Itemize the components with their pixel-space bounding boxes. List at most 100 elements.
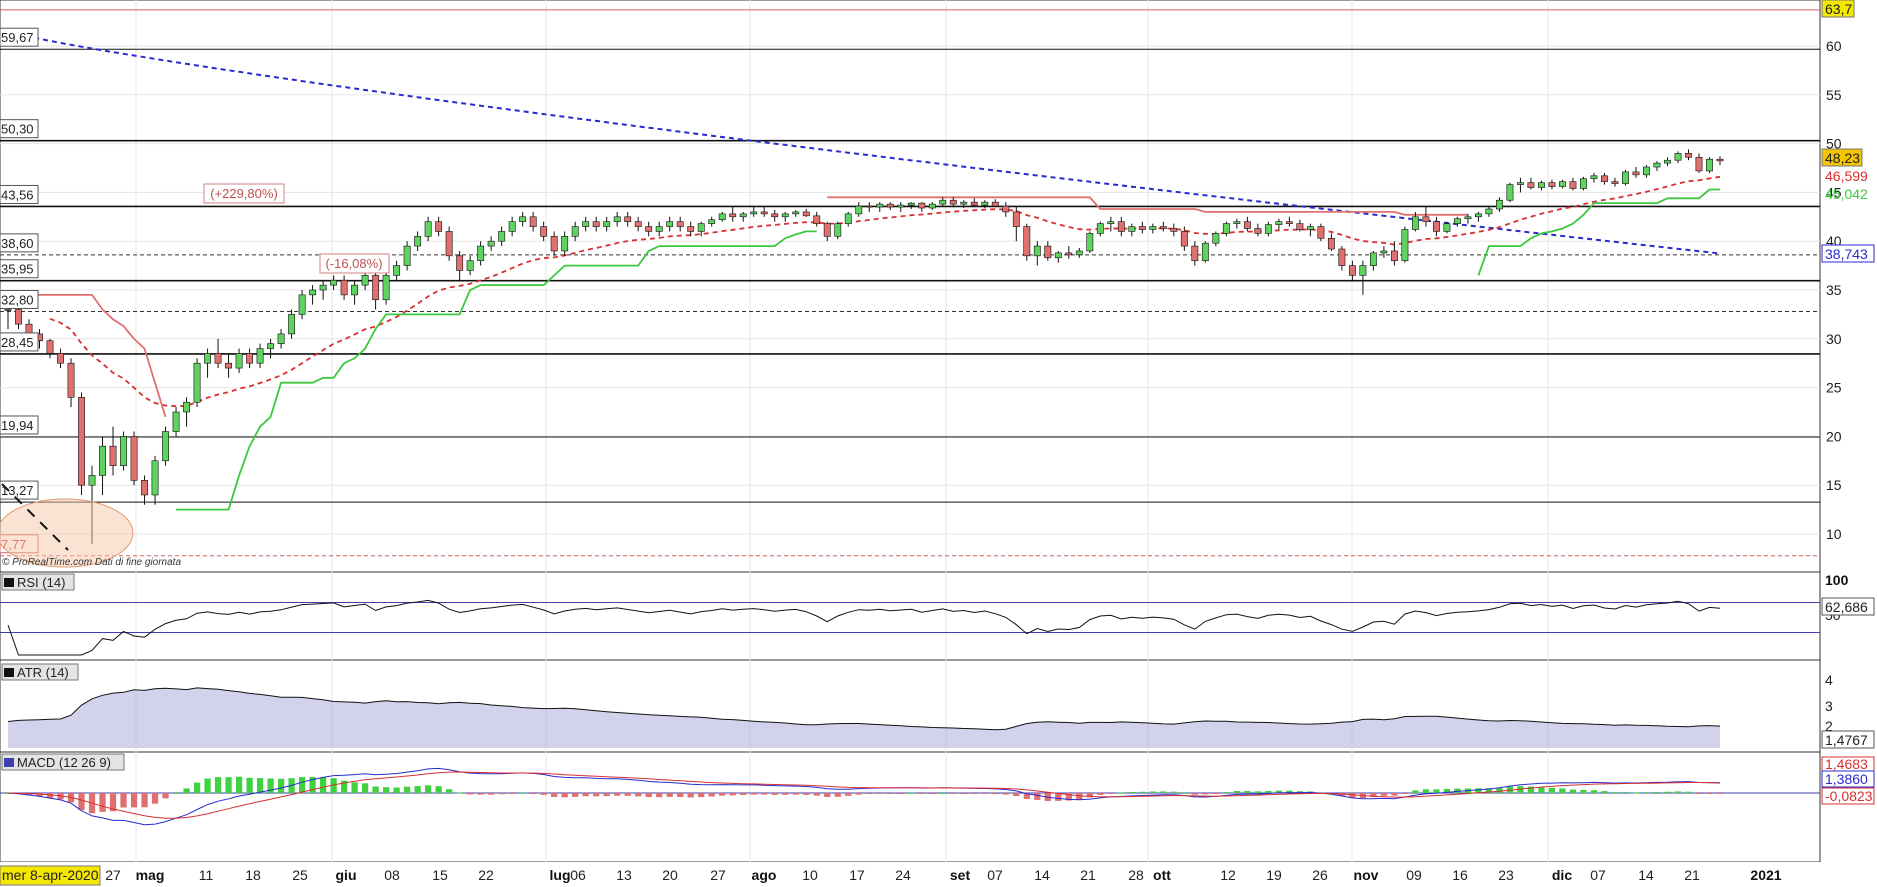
candle (1128, 223, 1136, 237)
macd-histogram-bar (855, 793, 862, 795)
candle-body (46, 340, 54, 354)
candle-body (1065, 252, 1073, 256)
macd-label-box (1, 753, 125, 771)
candle (466, 255, 474, 276)
candle (561, 231, 569, 256)
candle (718, 211, 726, 222)
candle-body (1327, 237, 1335, 250)
candle-body (739, 213, 747, 218)
candle-body (288, 314, 296, 335)
day-label: 16 (1452, 867, 1468, 883)
red-moving-average-line (49, 175, 1721, 408)
candle (393, 260, 401, 281)
candle-body (687, 226, 695, 232)
candle (1569, 177, 1577, 191)
macd-histogram-bar (141, 793, 148, 808)
candle-body (1264, 224, 1272, 234)
candle (823, 221, 831, 242)
candle-body (1559, 181, 1566, 187)
candle (1474, 211, 1482, 222)
candle-body (1222, 223, 1230, 234)
day-label: 18 (245, 867, 261, 883)
macd-histogram-bar (1034, 793, 1041, 800)
candle-body (1611, 181, 1619, 184)
macd-label: MACD (12 26 9) (17, 755, 111, 770)
level-label-box (0, 119, 39, 139)
macd-histogram-bar (561, 793, 568, 798)
candle-body (1138, 226, 1146, 230)
macd-histogram-bar (1370, 793, 1377, 797)
candle (1538, 180, 1545, 191)
trend-arrow (1, 483, 69, 551)
macd-histogram-bar (172, 792, 180, 794)
day-label: 09 (1406, 867, 1422, 883)
candle-body (78, 397, 85, 486)
candle-body (886, 203, 894, 208)
candle (876, 202, 884, 212)
candle (540, 221, 548, 242)
candle-body (718, 213, 726, 221)
macd-histogram-bar (908, 792, 915, 794)
day-label: 21 (1080, 867, 1096, 883)
candle-body (781, 213, 789, 218)
macd-histogram-bar (1391, 793, 1398, 796)
candle (603, 216, 611, 232)
macd-histogram-bar (960, 793, 967, 794)
macd-histogram-bar (1233, 791, 1240, 793)
level-label: 28,45 (1, 335, 34, 350)
macd-histogram-bar (1254, 791, 1261, 793)
price-tick-label: 60 (1826, 38, 1842, 54)
date-axis-band (0, 862, 1877, 887)
level-label: 50,30 (1, 122, 34, 137)
atr-value-badge (1821, 730, 1875, 749)
macd-histogram-bar (509, 793, 516, 794)
macd-histogram-bar (1401, 793, 1409, 794)
candle (235, 348, 243, 373)
macd-histogram-bar (1265, 790, 1272, 793)
candle-body (1527, 182, 1535, 188)
candle (1369, 250, 1377, 271)
macd-histogram-bar (1569, 789, 1577, 793)
candle (1653, 161, 1661, 171)
candle (1317, 223, 1325, 242)
candle (708, 216, 716, 227)
macd-histogram-bar (834, 793, 841, 797)
candle (1496, 197, 1503, 212)
candle (750, 207, 758, 217)
candle-body (1359, 265, 1367, 276)
day-label: 24 (895, 867, 911, 883)
candle-body (319, 284, 327, 291)
macd-histogram-bar (981, 793, 988, 794)
macd-histogram-bar (1580, 789, 1587, 793)
day-label: 12 (1220, 867, 1236, 883)
candle-body (1716, 158, 1724, 162)
candle-body (1285, 221, 1293, 224)
macd-histogram-bar (845, 793, 852, 796)
month-label: nov (1354, 867, 1379, 883)
candle-body (15, 309, 22, 325)
indicator-overlays (7, 30, 1721, 511)
candle (1401, 226, 1409, 263)
candle (477, 241, 485, 266)
price-tick-label: 20 (1826, 428, 1842, 444)
candle-body (1348, 265, 1356, 276)
macd-histogram-bar (1118, 792, 1125, 794)
candle-body (834, 223, 842, 237)
candle-body (865, 205, 873, 208)
candle-body (1485, 208, 1493, 215)
macd-histogram-bar (351, 782, 358, 793)
macd-histogram-bar (1275, 790, 1283, 793)
price-tick-label: 35 (1826, 282, 1842, 298)
level-label: 19,94 (1, 418, 34, 433)
candle (1664, 157, 1671, 167)
candle (739, 211, 747, 222)
macd-histogram-bar (782, 793, 789, 795)
macd-histogram-bar (1475, 788, 1482, 793)
candle-body (225, 362, 232, 369)
candle (1453, 216, 1461, 227)
macd-histogram-bar (46, 793, 54, 799)
candle-body (1580, 178, 1587, 189)
candle (960, 200, 968, 209)
atr-area (8, 687, 1720, 748)
